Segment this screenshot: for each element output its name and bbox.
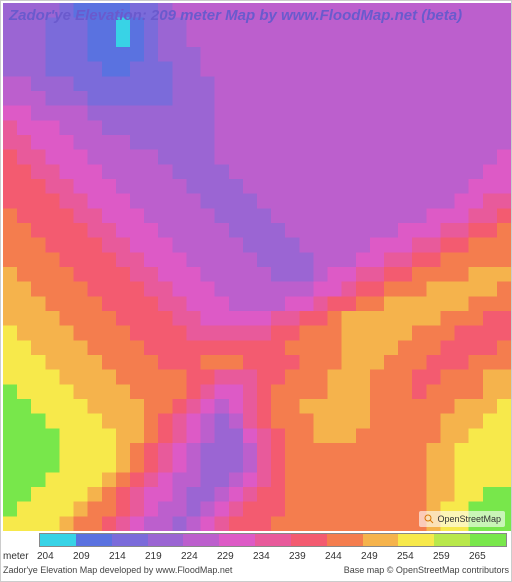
legend-tick: 229 [217,551,234,562]
map-container: Zador'ye Elevation: 209 meter Map by www… [0,0,512,582]
search-icon [423,513,435,525]
legend-segment [291,534,327,546]
legend-segment [40,534,76,546]
elevation-map[interactable] [3,3,511,531]
legend-segment [470,534,506,546]
legend-segment [219,534,255,546]
legend-segment [112,534,148,546]
legend-tick: 209 [73,551,90,562]
legend-segment [183,534,219,546]
legend-segment [76,534,112,546]
legend-tick: 259 [433,551,450,562]
legend-tick: 265 [469,551,486,562]
credit-left: Zador'ye Elevation Map developed by www.… [3,565,232,575]
legend-segment [434,534,470,546]
legend-ticks: meter 204 209 214 219 224 229 234 239 244 249 254 2… [3,551,509,565]
legend-tick: 244 [325,551,342,562]
heatmap-canvas [3,3,511,531]
osm-attribution[interactable]: OpenStreetMap [419,511,505,527]
credit-right: Base map © OpenStreetMap contributors [344,565,509,575]
map-title: Zador'ye Elevation: 209 meter Map by www… [9,7,462,24]
credits: Zador'ye Elevation Map developed by www.… [3,565,509,575]
legend-unit: meter [3,551,29,562]
osm-label: OpenStreetMap [437,514,501,524]
legend-segment [255,534,291,546]
legend-segment [148,534,184,546]
legend-tick: 224 [181,551,198,562]
legend-tick: 254 [397,551,414,562]
legend-segment [363,534,399,546]
legend-tick: 204 [37,551,54,562]
legend-tick: 219 [145,551,162,562]
legend-segment [398,534,434,546]
legend-tick: 214 [109,551,126,562]
footer: meter 204 209 214 219 224 229 234 239 244 249 254 2… [1,529,512,581]
legend-tick: 249 [361,551,378,562]
legend-segment [327,534,363,546]
legend-tick: 234 [253,551,270,562]
legend-bar [39,533,507,547]
legend-tick: 239 [289,551,306,562]
